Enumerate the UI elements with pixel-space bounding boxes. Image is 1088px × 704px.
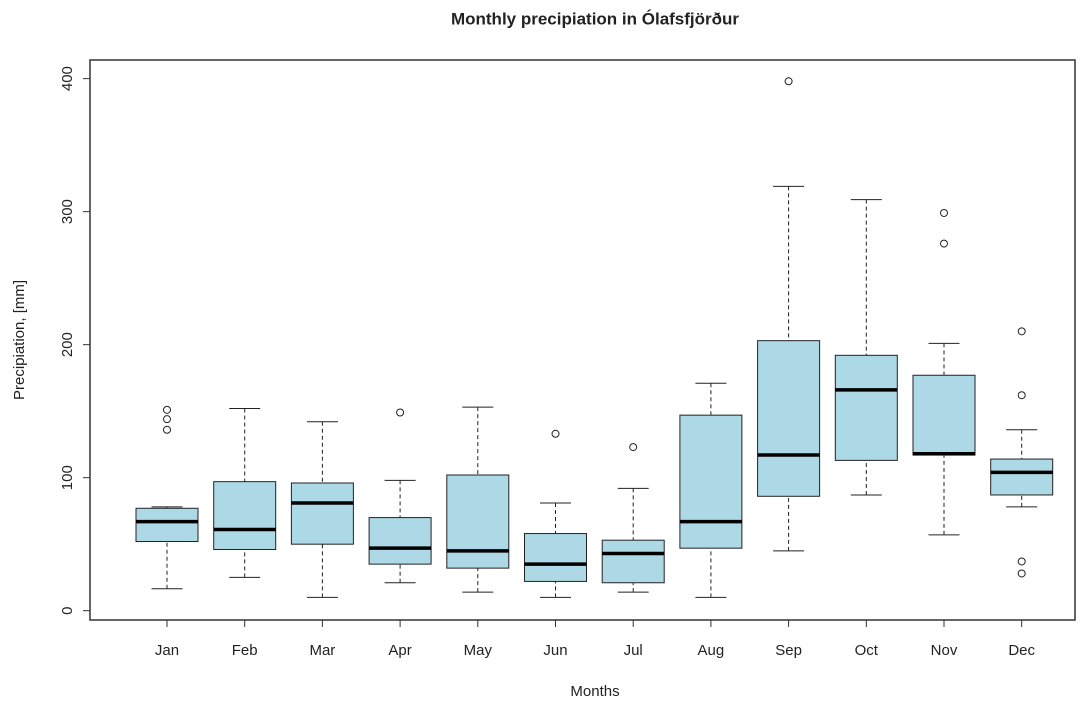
box xyxy=(368,517,432,565)
outlier xyxy=(396,408,405,417)
x-tick-label: Apr xyxy=(388,642,411,659)
x-tick-label: Nov xyxy=(931,642,958,659)
outlier xyxy=(629,443,638,452)
outlier xyxy=(163,415,171,424)
box xyxy=(290,482,354,545)
x-tick-label: Jul xyxy=(624,642,643,659)
box xyxy=(679,414,743,549)
outlier xyxy=(163,425,171,434)
x-tick-label: Mar xyxy=(309,642,335,659)
outlier xyxy=(1017,391,1026,400)
box xyxy=(135,507,199,543)
plot-frame xyxy=(89,59,1076,621)
y-axis-label: Precipiation, [mm] xyxy=(11,280,28,400)
box xyxy=(990,458,1054,496)
box xyxy=(912,374,976,456)
x-tick-label: Jun xyxy=(543,642,567,659)
outlier xyxy=(784,77,793,86)
box xyxy=(446,474,510,569)
chart-title: Monthly precipiation in Ólafsfjörður xyxy=(451,9,739,28)
y-tick-label: 100 xyxy=(59,465,76,490)
y-tick-label: 300 xyxy=(59,199,76,224)
outlier xyxy=(551,429,560,438)
x-tick-label: Jan xyxy=(155,642,179,659)
outlier xyxy=(163,405,171,414)
box xyxy=(834,354,898,461)
y-tick-label: 0 xyxy=(59,607,76,615)
x-tick-label: Feb xyxy=(232,642,258,659)
y-tick-label: 200 xyxy=(59,332,76,357)
x-tick-label: Dec xyxy=(1008,642,1035,659)
outlier xyxy=(940,208,948,217)
x-tick-label: Sep xyxy=(775,642,802,659)
x-tick-label: Oct xyxy=(855,642,879,659)
outlier xyxy=(1017,569,1026,578)
x-tick-label: Aug xyxy=(698,642,725,659)
box xyxy=(601,539,665,584)
outlier xyxy=(1017,557,1026,566)
box xyxy=(213,481,277,551)
outlier xyxy=(940,239,948,248)
outlier xyxy=(1017,327,1026,336)
x-axis-label: Months xyxy=(570,683,619,700)
y-tick-label: 400 xyxy=(59,66,76,91)
box xyxy=(757,340,821,497)
x-tick-label: May xyxy=(464,642,493,659)
box xyxy=(524,533,587,582)
